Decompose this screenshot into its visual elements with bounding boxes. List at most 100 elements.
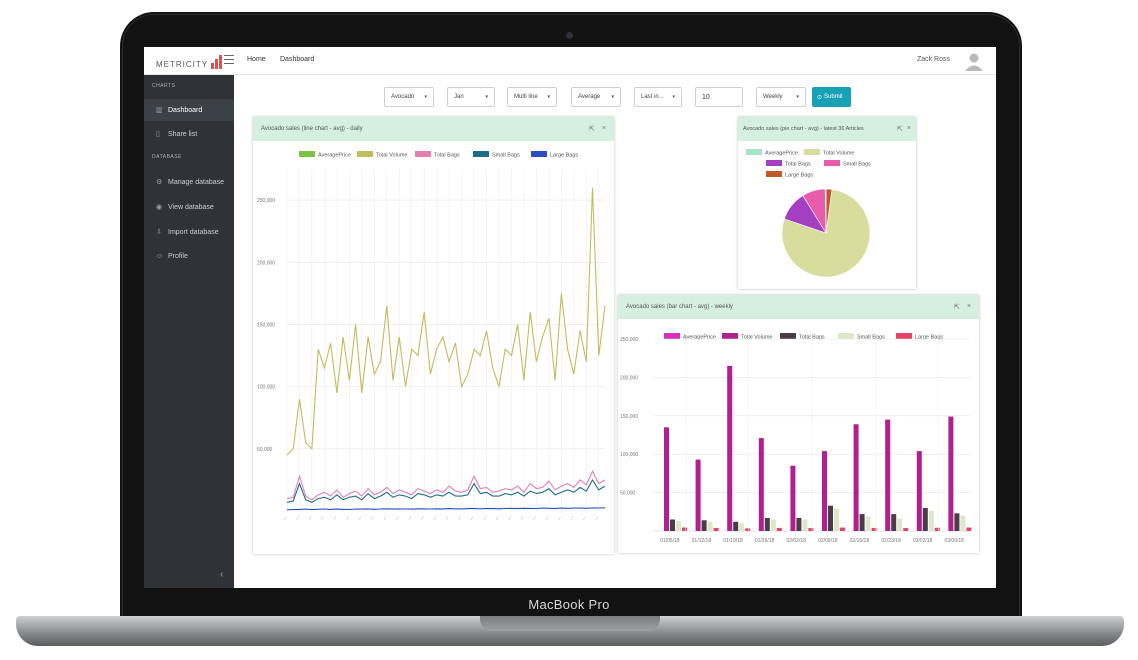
- bar: [834, 508, 839, 531]
- brand-logo[interactable]: METRICITY: [156, 55, 223, 69]
- avatar-icon[interactable]: [964, 51, 984, 71]
- sidebar-item-dashboard[interactable]: ▥ Dashboard: [144, 99, 234, 121]
- bar: [903, 528, 909, 531]
- x-tick-label: 01/05/18: [660, 538, 680, 544]
- legend-label: Total Bags: [434, 153, 460, 159]
- expand-icon[interactable]: ⇱: [897, 126, 903, 133]
- x-tick-label: —: [531, 515, 537, 521]
- bar: [897, 518, 903, 531]
- sidebar-item-profile[interactable]: ☺ Profile: [144, 245, 234, 267]
- legend-label: Small Bags: [843, 162, 871, 168]
- bar: [960, 515, 966, 531]
- legend-swatch: [838, 333, 854, 339]
- panel-title: Avocado sales (pie chart - avg) - latest…: [743, 126, 864, 132]
- chevron-left-icon[interactable]: ‹: [220, 569, 224, 580]
- top-navbar: METRICITY Home Dashboard Zack Ross: [144, 47, 996, 75]
- x-tick-label: —: [331, 515, 337, 521]
- expand-icon[interactable]: ⇱: [954, 304, 960, 311]
- sidebar-item-import-database[interactable]: ⇩ Import database: [144, 221, 234, 243]
- bar: [891, 514, 897, 531]
- x-tick-label: 02/02/18: [786, 538, 806, 544]
- y-tick-label: 250,000: [620, 337, 638, 343]
- bar: [676, 521, 681, 531]
- month-select[interactable]: Jan ▾: [447, 87, 495, 107]
- bookmark-icon: ▯: [156, 131, 160, 138]
- pie-chart: AveragePrice Total Volume Total Bags Small …: [746, 149, 871, 278]
- panel-title: Avocado sales (line chart - avg) - daily: [261, 126, 363, 132]
- x-tick-label: —: [406, 515, 412, 521]
- y-tick-label: 100,000: [620, 452, 638, 458]
- bar: [695, 459, 701, 531]
- pie-chart-panel: Avocado sales (pie chart - avg) - latest…: [738, 117, 916, 289]
- sidebar-item-view-database[interactable]: ◉ View database: [144, 196, 234, 218]
- user-name[interactable]: Zack Ross: [916, 56, 950, 63]
- y-tick-label: 50,000: [257, 447, 273, 453]
- x-tick-label: 02/16/18: [850, 538, 870, 544]
- expand-icon[interactable]: ⇱: [589, 126, 595, 133]
- user-icon: ☺: [156, 252, 164, 260]
- bar: [796, 517, 802, 531]
- nav-dashboard-link[interactable]: Dashboard: [280, 56, 315, 63]
- hamburger-menu-icon[interactable]: [224, 55, 234, 64]
- caret-down-icon: ▾: [424, 94, 427, 100]
- legend-label: Large Bags: [550, 153, 578, 159]
- x-tick-label: —: [294, 515, 300, 521]
- chart-type-select[interactable]: Multi line ▾: [507, 87, 557, 107]
- y-tick-label: 200,000: [257, 260, 275, 266]
- select-value: Avocado: [391, 94, 415, 100]
- x-tick-label: 02/23/18: [881, 538, 901, 544]
- bar: [922, 507, 928, 531]
- series-line: [286, 187, 606, 456]
- close-icon[interactable]: ×: [601, 125, 606, 132]
- brand-name: METRICITY: [156, 60, 209, 69]
- range-select[interactable]: Last in .. ▾: [634, 87, 682, 107]
- legend-label: Total Bags: [799, 335, 825, 341]
- sidebar-item-manage-database[interactable]: ⚙ Manage database: [144, 171, 234, 193]
- x-tick-label: —: [494, 515, 500, 521]
- caret-down-icon: ▾: [547, 94, 550, 100]
- sidebar-item-label: View database: [168, 203, 214, 211]
- x-tick-label: 01/26/18: [755, 538, 775, 544]
- x-tick-label: 01/19/18: [723, 538, 743, 544]
- legend-swatch: [824, 160, 840, 166]
- legend-swatch: [415, 151, 431, 157]
- legend-swatch: [896, 333, 912, 339]
- caret-down-icon: ▾: [611, 94, 614, 100]
- bar: [727, 365, 733, 531]
- sidebar-item-label: Manage database: [168, 178, 225, 186]
- count-input[interactable]: [695, 87, 743, 107]
- sidebar-item-share-list[interactable]: ▯ Share list: [144, 123, 234, 145]
- close-icon[interactable]: ×: [966, 303, 971, 310]
- product-select[interactable]: Avocado ▾: [384, 87, 434, 107]
- bar: [954, 513, 960, 531]
- bar: [916, 451, 922, 531]
- x-tick-label: —: [456, 515, 462, 521]
- series-line: [286, 507, 606, 511]
- x-tick-label: —: [344, 515, 350, 521]
- legend-swatch: [746, 149, 762, 155]
- bar: [682, 527, 687, 531]
- period-select[interactable]: Weekly ▾: [756, 87, 806, 107]
- legend-label: Large Bags: [785, 173, 813, 179]
- legend-swatch: [766, 160, 782, 166]
- close-icon[interactable]: ×: [906, 125, 911, 132]
- caret-down-icon: ▾: [796, 94, 799, 100]
- submit-button[interactable]: ⊙ Submit: [812, 87, 851, 107]
- bar: [745, 528, 751, 531]
- x-tick-label: —: [469, 515, 475, 521]
- x-tick-label: —: [518, 515, 524, 521]
- panel-header: Avocado sales (bar chart - avg) - weekly…: [618, 295, 979, 319]
- sidebar-item-label: Profile: [168, 252, 188, 260]
- nav-home-link[interactable]: Home: [247, 56, 266, 63]
- select-value: Last in ..: [641, 94, 664, 100]
- legend-label: Large Bags: [915, 335, 943, 341]
- bar: [733, 521, 739, 531]
- aggregation-select[interactable]: Average ▾: [571, 87, 621, 107]
- sidebar: CHARTS ▥ Dashboard ▯ Share list DATABASE…: [144, 75, 234, 588]
- y-tick-label: 100,000: [257, 385, 275, 391]
- laptop-base-notch: [480, 616, 660, 631]
- series-line: [286, 478, 606, 503]
- legend-swatch: [780, 333, 796, 339]
- x-tick-label: 02/09/18: [818, 538, 838, 544]
- x-tick-label: —: [306, 515, 312, 521]
